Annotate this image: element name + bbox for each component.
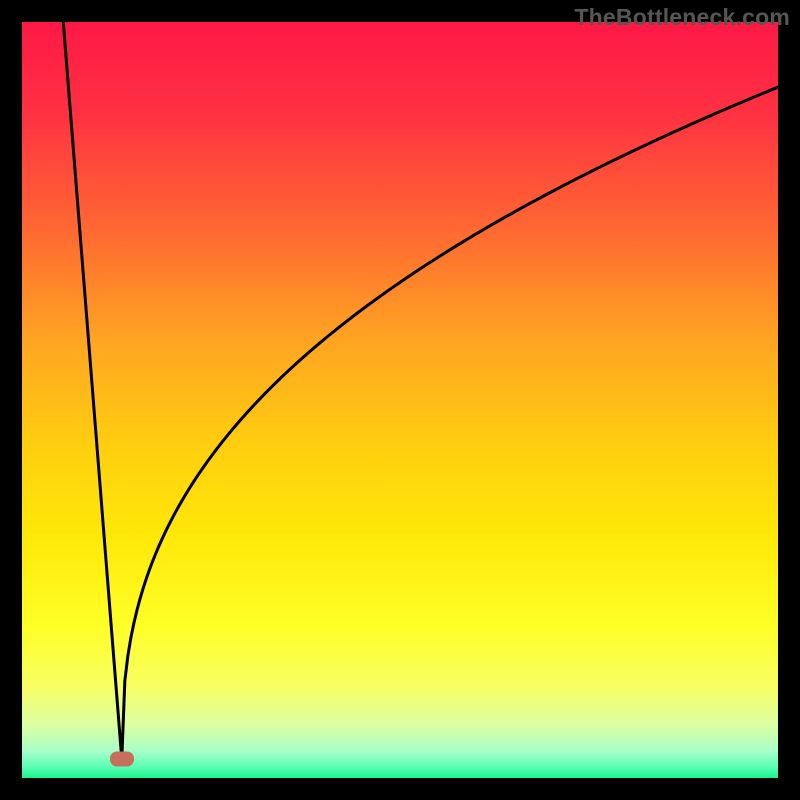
plot-area xyxy=(22,22,778,778)
chart-frame: TheBottleneck.com xyxy=(0,0,800,800)
optimal-point-marker xyxy=(110,752,134,767)
bottleneck-curve xyxy=(22,22,778,778)
watermark-text: TheBottleneck.com xyxy=(574,4,790,31)
